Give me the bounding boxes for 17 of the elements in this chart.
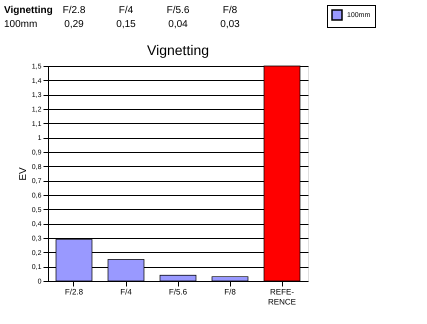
- category-label: F/4: [118, 5, 134, 16]
- chart-title: Vignetting: [4, 5, 53, 16]
- text: 100mm: [4, 19, 38, 30]
- category-label: F/2.8: [62, 5, 86, 16]
- x-tick-label: F/2.8: [64, 288, 84, 296]
- x-tick-label: F/8: [224, 288, 236, 296]
- data-label: 0,15: [116, 19, 136, 30]
- chart-title: Vignetting: [146, 42, 210, 58]
- category-label: F/8: [222, 5, 238, 16]
- x-tick-label: REFE-RENCE: [268, 288, 296, 306]
- x-tick-label: F/4: [120, 288, 132, 296]
- data-label: 0,04: [168, 19, 188, 30]
- data-label: 0,03: [220, 19, 240, 30]
- data-label: 0,29: [64, 19, 84, 30]
- x-tick-label: F/5.6: [168, 288, 188, 296]
- category-label: F/5.6: [166, 5, 190, 16]
- y-axis-title: EV: [18, 167, 29, 181]
